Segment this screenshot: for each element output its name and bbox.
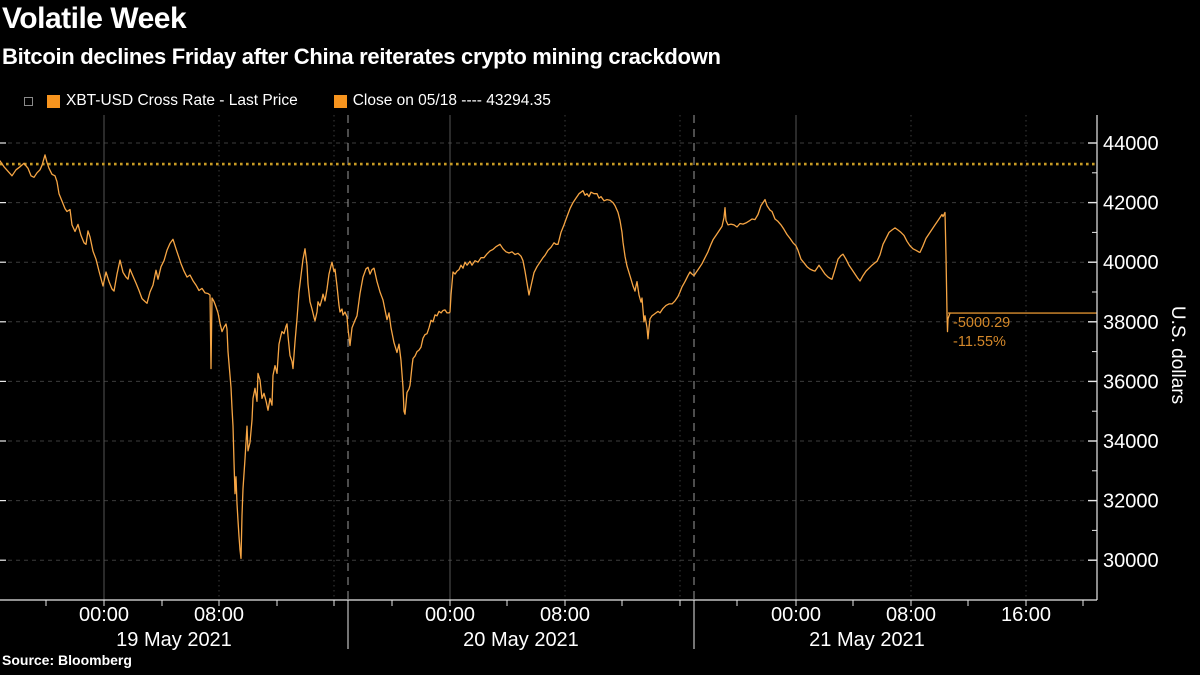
x-axis-date-label: 20 May 2021 [463,629,579,651]
x-axis-tick-label: 08:00 [194,604,244,626]
legend-item-last-price[interactable]: XBT-USD Cross Rate - Last Price [47,92,298,110]
series-swatch-icon [47,94,60,108]
chart-legend: XBT-USD Cross Rate - Last Price Close on… [24,92,551,110]
x-axis-tick-label: 16:00 [1001,604,1051,626]
change-absolute-label: -5000.29 [953,315,1010,331]
y-axis-tick-label: 40000 [1103,252,1159,274]
page-title: Volatile Week [2,2,187,35]
legend-label: XBT-USD Cross Rate - Last Price [66,92,298,109]
price-line [0,154,951,560]
close-swatch-icon [333,94,347,108]
legend-item-close[interactable]: Close on 05/18 ---- 43294.35 [333,92,551,110]
y-axis-tick-label: 44000 [1103,133,1159,155]
source-attribution: Source: Bloomberg [2,652,132,668]
chart-subtitle: Bitcoin declines Friday after China reit… [2,44,721,69]
y-axis-title: U.S. dollars [1167,306,1188,404]
x-axis-tick-label: 00:00 [79,604,129,626]
y-axis-tick-label: 34000 [1103,431,1159,453]
x-axis-tick-label: 00:00 [771,604,821,626]
x-axis-tick-label: 08:00 [886,604,936,626]
y-axis-tick-label: 42000 [1103,193,1159,215]
x-axis-tick-label: 00:00 [425,604,475,626]
y-axis-tick-label: 36000 [1103,371,1159,393]
y-axis-tick-label: 32000 [1103,491,1159,513]
legend-label: Close on 05/18 ---- 43294.35 [352,92,551,109]
x-axis-date-label: 21 May 2021 [809,629,925,651]
x-axis-date-label: 19 May 2021 [116,629,232,651]
y-axis-tick-label: 30000 [1103,550,1159,572]
x-axis-tick-label: 08:00 [540,604,590,626]
legend-options-icon[interactable] [24,96,33,106]
y-axis-tick-label: 38000 [1103,312,1159,334]
change-percent-label: -11.55% [953,334,1006,350]
